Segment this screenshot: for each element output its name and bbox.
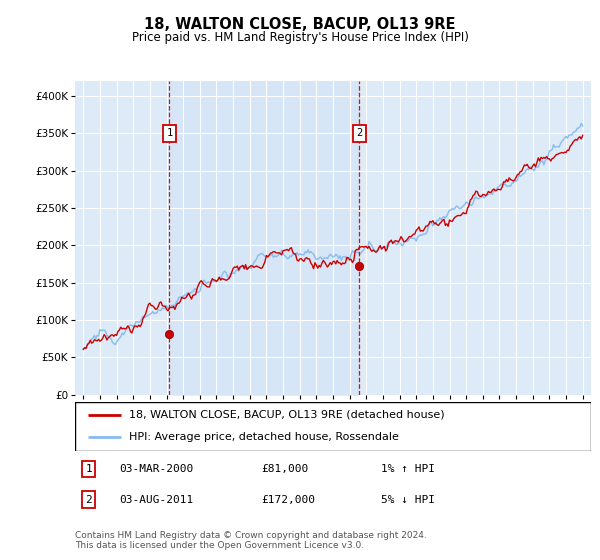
Text: 5% ↓ HPI: 5% ↓ HPI: [381, 494, 435, 505]
Text: 1: 1: [85, 464, 92, 474]
Text: Contains HM Land Registry data © Crown copyright and database right 2024.
This d: Contains HM Land Registry data © Crown c…: [75, 530, 427, 550]
Text: 18, WALTON CLOSE, BACUP, OL13 9RE (detached house): 18, WALTON CLOSE, BACUP, OL13 9RE (detac…: [129, 410, 445, 420]
Text: 2: 2: [85, 494, 92, 505]
Text: Price paid vs. HM Land Registry's House Price Index (HPI): Price paid vs. HM Land Registry's House …: [131, 31, 469, 44]
Text: HPI: Average price, detached house, Rossendale: HPI: Average price, detached house, Ross…: [129, 432, 399, 442]
Text: 2: 2: [356, 128, 362, 138]
Text: £172,000: £172,000: [261, 494, 315, 505]
Text: 1: 1: [166, 128, 173, 138]
Text: 18, WALTON CLOSE, BACUP, OL13 9RE: 18, WALTON CLOSE, BACUP, OL13 9RE: [144, 17, 456, 32]
Text: 1% ↑ HPI: 1% ↑ HPI: [381, 464, 435, 474]
Text: £81,000: £81,000: [261, 464, 308, 474]
Text: 03-AUG-2011: 03-AUG-2011: [119, 494, 193, 505]
Text: 03-MAR-2000: 03-MAR-2000: [119, 464, 193, 474]
